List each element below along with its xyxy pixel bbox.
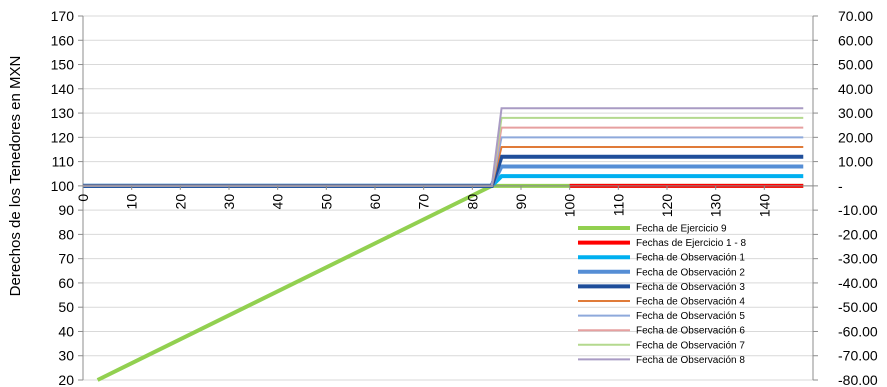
x-tick-label-3: 30 <box>221 194 237 210</box>
y2-tick-label-9: 10.00 <box>838 154 873 170</box>
y2-tick-label-5: -30.00 <box>838 251 878 267</box>
y-tick-label-2: 40 <box>58 323 74 339</box>
y-tick-label-3: 50 <box>58 299 74 315</box>
y2-tick-label-6: -20.00 <box>838 226 878 242</box>
y2-tick-label-7: -10.00 <box>838 202 878 218</box>
legend-label-3: Fecha de Observación 2 <box>636 267 745 278</box>
x-tick-label-8: 80 <box>464 194 480 210</box>
y2-tick-label-15: 70.00 <box>838 8 873 24</box>
y-tick-label-7: 90 <box>58 202 74 218</box>
x-tick-label-4: 40 <box>270 194 286 210</box>
x-tick-label-9: 90 <box>513 194 529 210</box>
y2-tick-label-2: -60.00 <box>838 323 878 339</box>
y2-tick-label-10: 20.00 <box>838 129 873 145</box>
x-tick-label-6: 60 <box>367 194 383 210</box>
grid <box>83 15 813 381</box>
x-tick-label-14: 140 <box>756 194 772 218</box>
legend-label-8: Fecha de Observación 7 <box>636 340 745 351</box>
y-tick-label-5: 70 <box>58 251 74 267</box>
y2-tick-label-4: -40.00 <box>838 275 878 291</box>
y2-tick-label-14: 60.00 <box>838 32 873 48</box>
x-tick-label-1: 10 <box>124 194 140 210</box>
y-axis-ticks: 20 30 40 50 60 70 80 90 100 110 120 130 140 150 160 170 <box>51 8 83 387</box>
legend: Fecha de Ejercicio 9 Fechas de Ejercicio … <box>578 224 746 366</box>
x-tick-label-2: 20 <box>172 194 188 210</box>
legend-label-4: Fecha de Observación 3 <box>636 282 745 293</box>
x-tick-label-10: 100 <box>562 194 578 218</box>
y-tick-label-0: 20 <box>58 372 74 387</box>
y2-tick-label-11: 30.00 <box>838 105 873 121</box>
legend-label-2: Fecha de Observación 1 <box>636 253 745 264</box>
y-tick-label-10: 120 <box>51 129 75 145</box>
y-tick-label-12: 140 <box>51 81 75 97</box>
y-tick-label-13: 150 <box>51 57 75 73</box>
secondary-y-axis-ticks: -80.00-70.00-60.00-50.00-40.00-30.00-20.… <box>813 8 878 387</box>
y2-tick-label-1: -70.00 <box>838 348 878 364</box>
legend-label-1: Fechas de Ejercicio 1 - 8 <box>636 238 746 249</box>
y-tick-label-9: 110 <box>52 154 75 170</box>
legend-label-7: Fecha de Observación 6 <box>636 326 745 337</box>
y-tick-label-15: 170 <box>51 8 75 24</box>
x-tick-label-7: 70 <box>416 194 432 210</box>
y-axis-label: Derechos de los Tenedores en MXN <box>7 56 24 297</box>
y-tick-label-6: 80 <box>58 226 74 242</box>
x-tick-label-0: 0 <box>75 194 91 202</box>
y-tick-label-14: 160 <box>51 32 75 48</box>
x-tick-label-5: 50 <box>318 194 334 210</box>
y2-tick-label-0: -80.00 <box>838 372 878 387</box>
y2-tick-label-13: 50.00 <box>838 57 873 73</box>
legend-label-0: Fecha de Ejercicio 9 <box>636 224 727 235</box>
y2-tick-label-8: - <box>838 178 843 194</box>
y-tick-label-8: 100 <box>51 178 75 194</box>
legend-label-5: Fecha de Observación 4 <box>636 297 745 308</box>
x-axis-ticks: 0 10 20 30 40 50 60 70 80 90 100 110 120 130 140 <box>75 185 813 218</box>
x-tick-label-12: 120 <box>659 194 675 218</box>
legend-label-9: Fecha de Observación 8 <box>636 355 745 366</box>
x-tick-label-13: 130 <box>708 194 724 218</box>
x-tick-label-11: 110 <box>610 194 626 217</box>
y-tick-label-4: 60 <box>58 275 74 291</box>
y2-tick-label-3: -50.00 <box>838 299 878 315</box>
axes <box>82 16 814 380</box>
y-tick-label-11: 130 <box>51 105 75 121</box>
y2-tick-label-12: 40.00 <box>838 81 873 97</box>
y-tick-label-1: 30 <box>58 348 74 364</box>
legend-label-6: Fecha de Observación 5 <box>636 311 745 322</box>
